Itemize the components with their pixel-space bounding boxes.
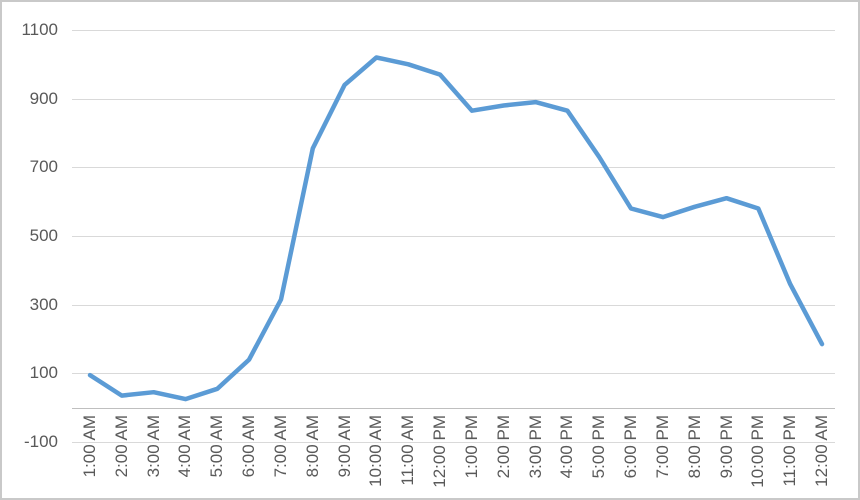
y-axis-tick-label: 100 (29, 363, 58, 382)
y-axis-tick-label: 500 (29, 226, 58, 245)
gridline (72, 30, 835, 31)
data-series-line (87, 55, 825, 402)
y-axis-tick-label: 700 (29, 157, 58, 176)
gridline (72, 99, 835, 100)
gridline (72, 373, 835, 374)
gridline (72, 305, 835, 306)
gridline (72, 167, 835, 168)
y-axis-tick-label: 900 (29, 89, 58, 108)
gridline (72, 442, 835, 443)
y-axis-tick-label: 300 (29, 295, 58, 314)
x-axis-line (72, 408, 835, 409)
y-axis-tick-label: 1100 (21, 20, 58, 39)
gridline (72, 236, 835, 237)
y-axis-tick-label: -100 (23, 432, 58, 451)
